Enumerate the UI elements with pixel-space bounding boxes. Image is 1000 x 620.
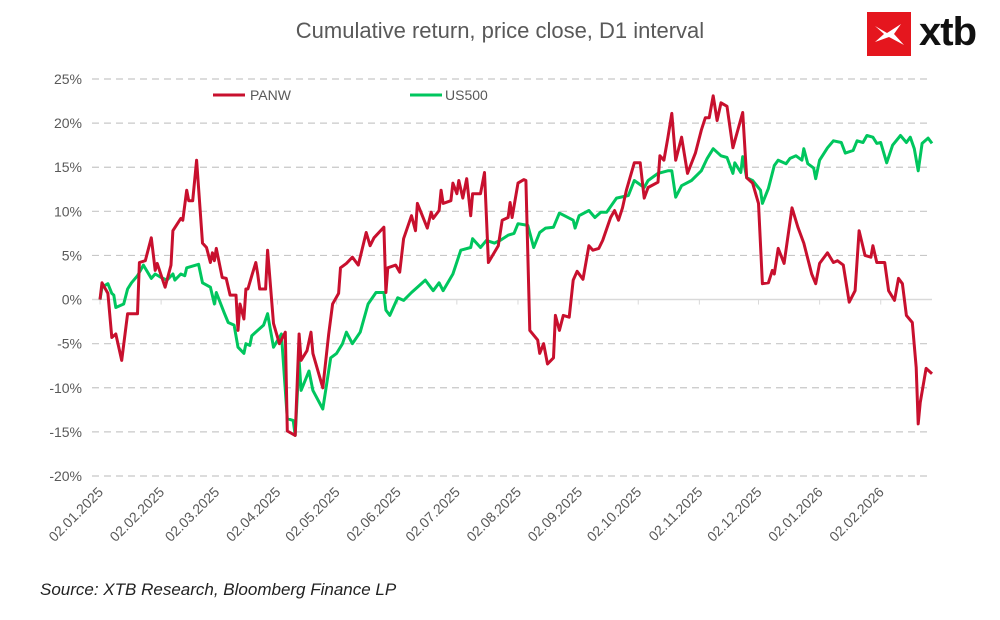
x-tick-label: 02.06.2025 — [343, 484, 404, 545]
x-tick-label: 02.01.2026 — [765, 484, 826, 545]
y-tick-label: -10% — [49, 380, 82, 396]
x-tick-label: 02.08.2025 — [463, 484, 524, 545]
chart-title: Cumulative return, price close, D1 inter… — [295, 18, 705, 43]
y-tick-label: 10% — [54, 203, 82, 219]
x-tick-label: 02.12.2025 — [704, 484, 765, 545]
x-tick-label: 02.05.2025 — [282, 484, 343, 545]
x-tick-label: 02.11.2025 — [645, 484, 705, 544]
x-tick-label: 02.02.2025 — [106, 484, 167, 545]
xtb-logo: xtb — [867, 10, 987, 56]
series-line-panw — [98, 94, 934, 437]
y-tick-label: 20% — [54, 115, 82, 131]
xtb-logo-text: xtb — [919, 10, 977, 54]
x-tick-label: 02.09.2025 — [524, 484, 585, 545]
legend-label-us500: US500 — [445, 87, 488, 103]
y-tick-label: 25% — [54, 71, 82, 87]
y-tick-label: 15% — [54, 159, 82, 175]
legend-label-panw: PANW — [250, 87, 292, 103]
source-note: Source: XTB Research, Bloomberg Finance … — [40, 580, 397, 599]
y-tick-label: 0% — [62, 292, 82, 308]
y-tick-label: -20% — [49, 468, 82, 484]
x-tick-label: 02.04.2025 — [223, 484, 284, 545]
x-tick-label: 02.01.2025 — [45, 484, 106, 545]
y-tick-label: 5% — [62, 247, 82, 263]
series-line-us500 — [98, 134, 934, 437]
x-tick-label: 02.07.2025 — [402, 484, 463, 545]
x-tick-label: 02.03.2025 — [162, 484, 223, 545]
y-tick-label: -5% — [57, 336, 82, 352]
xtb-logo-mark-icon — [867, 12, 911, 56]
x-tick-label: 02.10.2025 — [583, 484, 644, 545]
x-tick-label: 02.02.2026 — [826, 484, 887, 545]
y-tick-label: -15% — [49, 424, 82, 440]
